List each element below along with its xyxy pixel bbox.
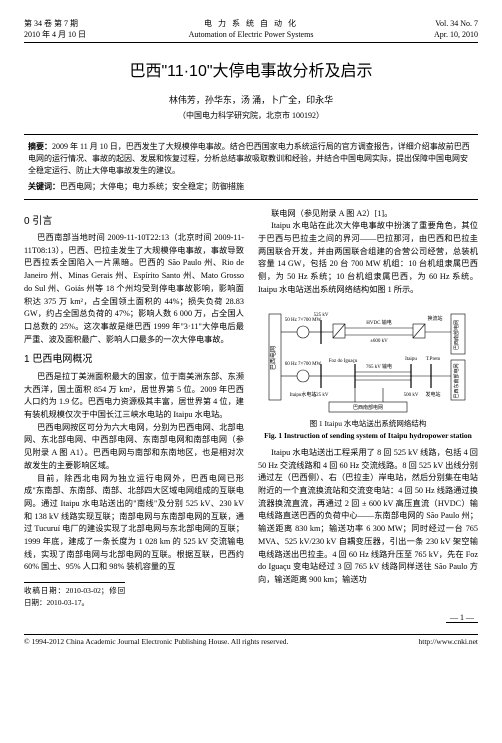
right-para-2: Itaipu 水电站送出工程采用了 8 回 525 kV 线路，包括 4 回 5…: [258, 447, 478, 587]
fig-tpreto: T.Preto: [426, 357, 441, 362]
date-cn: 2010 年 4 月 10 日: [24, 29, 160, 40]
head-center: 电 力 系 统 自 动 化 Automation of Electric Pow…: [160, 18, 342, 40]
fig-left-bus: 巴西电网: [269, 346, 277, 370]
footnote: 收稿日期：2010-03-02；修回日期：2010-03-17。: [24, 582, 125, 608]
fig-hvdc: HVDC 输电: [366, 319, 391, 326]
fig-trans: 换流站: [427, 315, 442, 322]
fig-ac60: 60 Hz 7×700 MW: [285, 362, 322, 367]
sec-0-title: 0 引言: [24, 214, 244, 230]
abstract-text: 2009 年 11 月 10 日，巴西发生了大规模停电事故。结合巴西国家电力系统…: [28, 142, 470, 175]
sec-0-para: 巴西南部当地时间 2009-11-10T22:13（北京时间 2009-11-1…: [24, 232, 244, 346]
fig-1-caption-en: Fig. 1 Instruction of sending system of …: [258, 431, 478, 441]
fig-ac50: 50 Hz 7×700 MW: [285, 318, 322, 323]
left-column: 0 引言 巴西南部当地时间 2009-11-10T22:13（北京时间 2009…: [24, 208, 244, 609]
journal-cn: 电 力 系 统 自 动 化: [160, 18, 342, 29]
head-right: Vol. 34 No. 7 Apr. 10, 2010: [342, 18, 478, 40]
affiliation: （中国电力科学研究院，北京市 100192）: [24, 110, 478, 121]
fig-foz: Foz do Iguaçu: [329, 359, 358, 364]
abstract: 摘要：2009 年 11 月 10 日，巴西发生了大规模停电事故。结合巴西国家电…: [28, 141, 474, 177]
page-number: — 1 —: [24, 612, 478, 623]
fig-station-l: Itaipu水电站: [290, 391, 317, 398]
vol-cn: 第 34 卷 第 7 期: [24, 18, 160, 29]
vol-en: Vol. 34 No. 7: [342, 18, 478, 29]
running-head: 第 34 卷 第 7 期 2010 年 4 月 10 日 电 力 系 统 自 动…: [24, 18, 478, 43]
fig-tpreto2: 发电站: [425, 391, 440, 398]
abstract-label: 摘要：: [28, 142, 52, 151]
fig-itaipu-r: Itaipu: [405, 357, 417, 362]
page-num-value: — 1 —: [446, 613, 478, 623]
sec-1-para-2: 巴西电网按区可分为六大电网，分别为巴西电网、北部电网、东北部电网、中西部电网、东…: [24, 422, 244, 473]
date-en: Apr. 10, 2010: [342, 29, 478, 40]
fig-765-1: 765 kV 输电: [366, 363, 392, 370]
right-para-0: 联电网（参见附录 A 图 A2）[1]。: [258, 208, 478, 221]
fig-hvdc-v: ±600 kV: [370, 339, 388, 344]
rule-top: [24, 134, 478, 135]
fig-1-caption-cn: 图 1 Itaipu 水电站送出系统网络结构: [258, 419, 478, 429]
figure-1: 巴西电网 50 Hz 7×700 MW 60 Hz 7×700 MW 525 k…: [258, 302, 478, 441]
sec-1-para-3: 目前，除西北电网为独立运行电网外，巴西电网已形成"东南部、东南部、南部、北部四大…: [24, 473, 244, 575]
keywords-text: 巴西电网；大停电；电力系统；安全稳定；防御措施: [60, 182, 244, 191]
svg-text:525 kV: 525 kV: [314, 313, 329, 318]
body-columns: 0 引言 巴西南部当地时间 2009-11-10T22:13（北京时间 2009…: [24, 208, 478, 609]
fig-rbox1: 巴西南部电网: [453, 320, 460, 350]
sec-1-title: 1 巴西电网概况: [24, 352, 244, 368]
footer: © 1994-2012 China Academic Journal Elect…: [24, 634, 478, 648]
sec-1-para-1: 巴西是拉丁美洲面积最大的国家，位于南美洲东部、东濒大西洋，国土面积 854 万 …: [24, 371, 244, 422]
right-column: 联电网（参见附录 A 图 A2）[1]。 Itaipu 水电站在此次大停电事故中…: [258, 208, 478, 609]
article-title: 巴西"11·10"大停电事故分析及启示: [24, 61, 478, 83]
rule-bottom: [24, 199, 478, 200]
footer-right: http://www.cnki.net: [418, 637, 478, 648]
journal-en: Automation of Electric Power Systems: [160, 29, 342, 40]
fig-rbox2: 巴西东南部电网: [453, 364, 460, 399]
keywords: 关键词：巴西电网；大停电；电力系统；安全稳定；防御措施: [28, 181, 474, 193]
right-para-1: Itaipu 水电站在此次大停电事故中扮演了重要角色，其位于巴西与巴拉圭之间的界…: [258, 220, 478, 296]
head-left: 第 34 卷 第 7 期 2010 年 4 月 10 日: [24, 18, 160, 40]
authors: 林伟芳，孙华东，汤 涌，卜广全，印永华: [24, 94, 478, 107]
footer-left: © 1994-2012 China Academic Journal Elect…: [24, 637, 288, 648]
figure-1-svg: 巴西电网 50 Hz 7×700 MW 60 Hz 7×700 MW 525 k…: [263, 302, 473, 417]
fig-bottom-bus: 巴西南部电网: [353, 404, 383, 411]
keywords-label: 关键词：: [28, 182, 60, 191]
fig-500kv: 500 kV: [404, 393, 419, 398]
